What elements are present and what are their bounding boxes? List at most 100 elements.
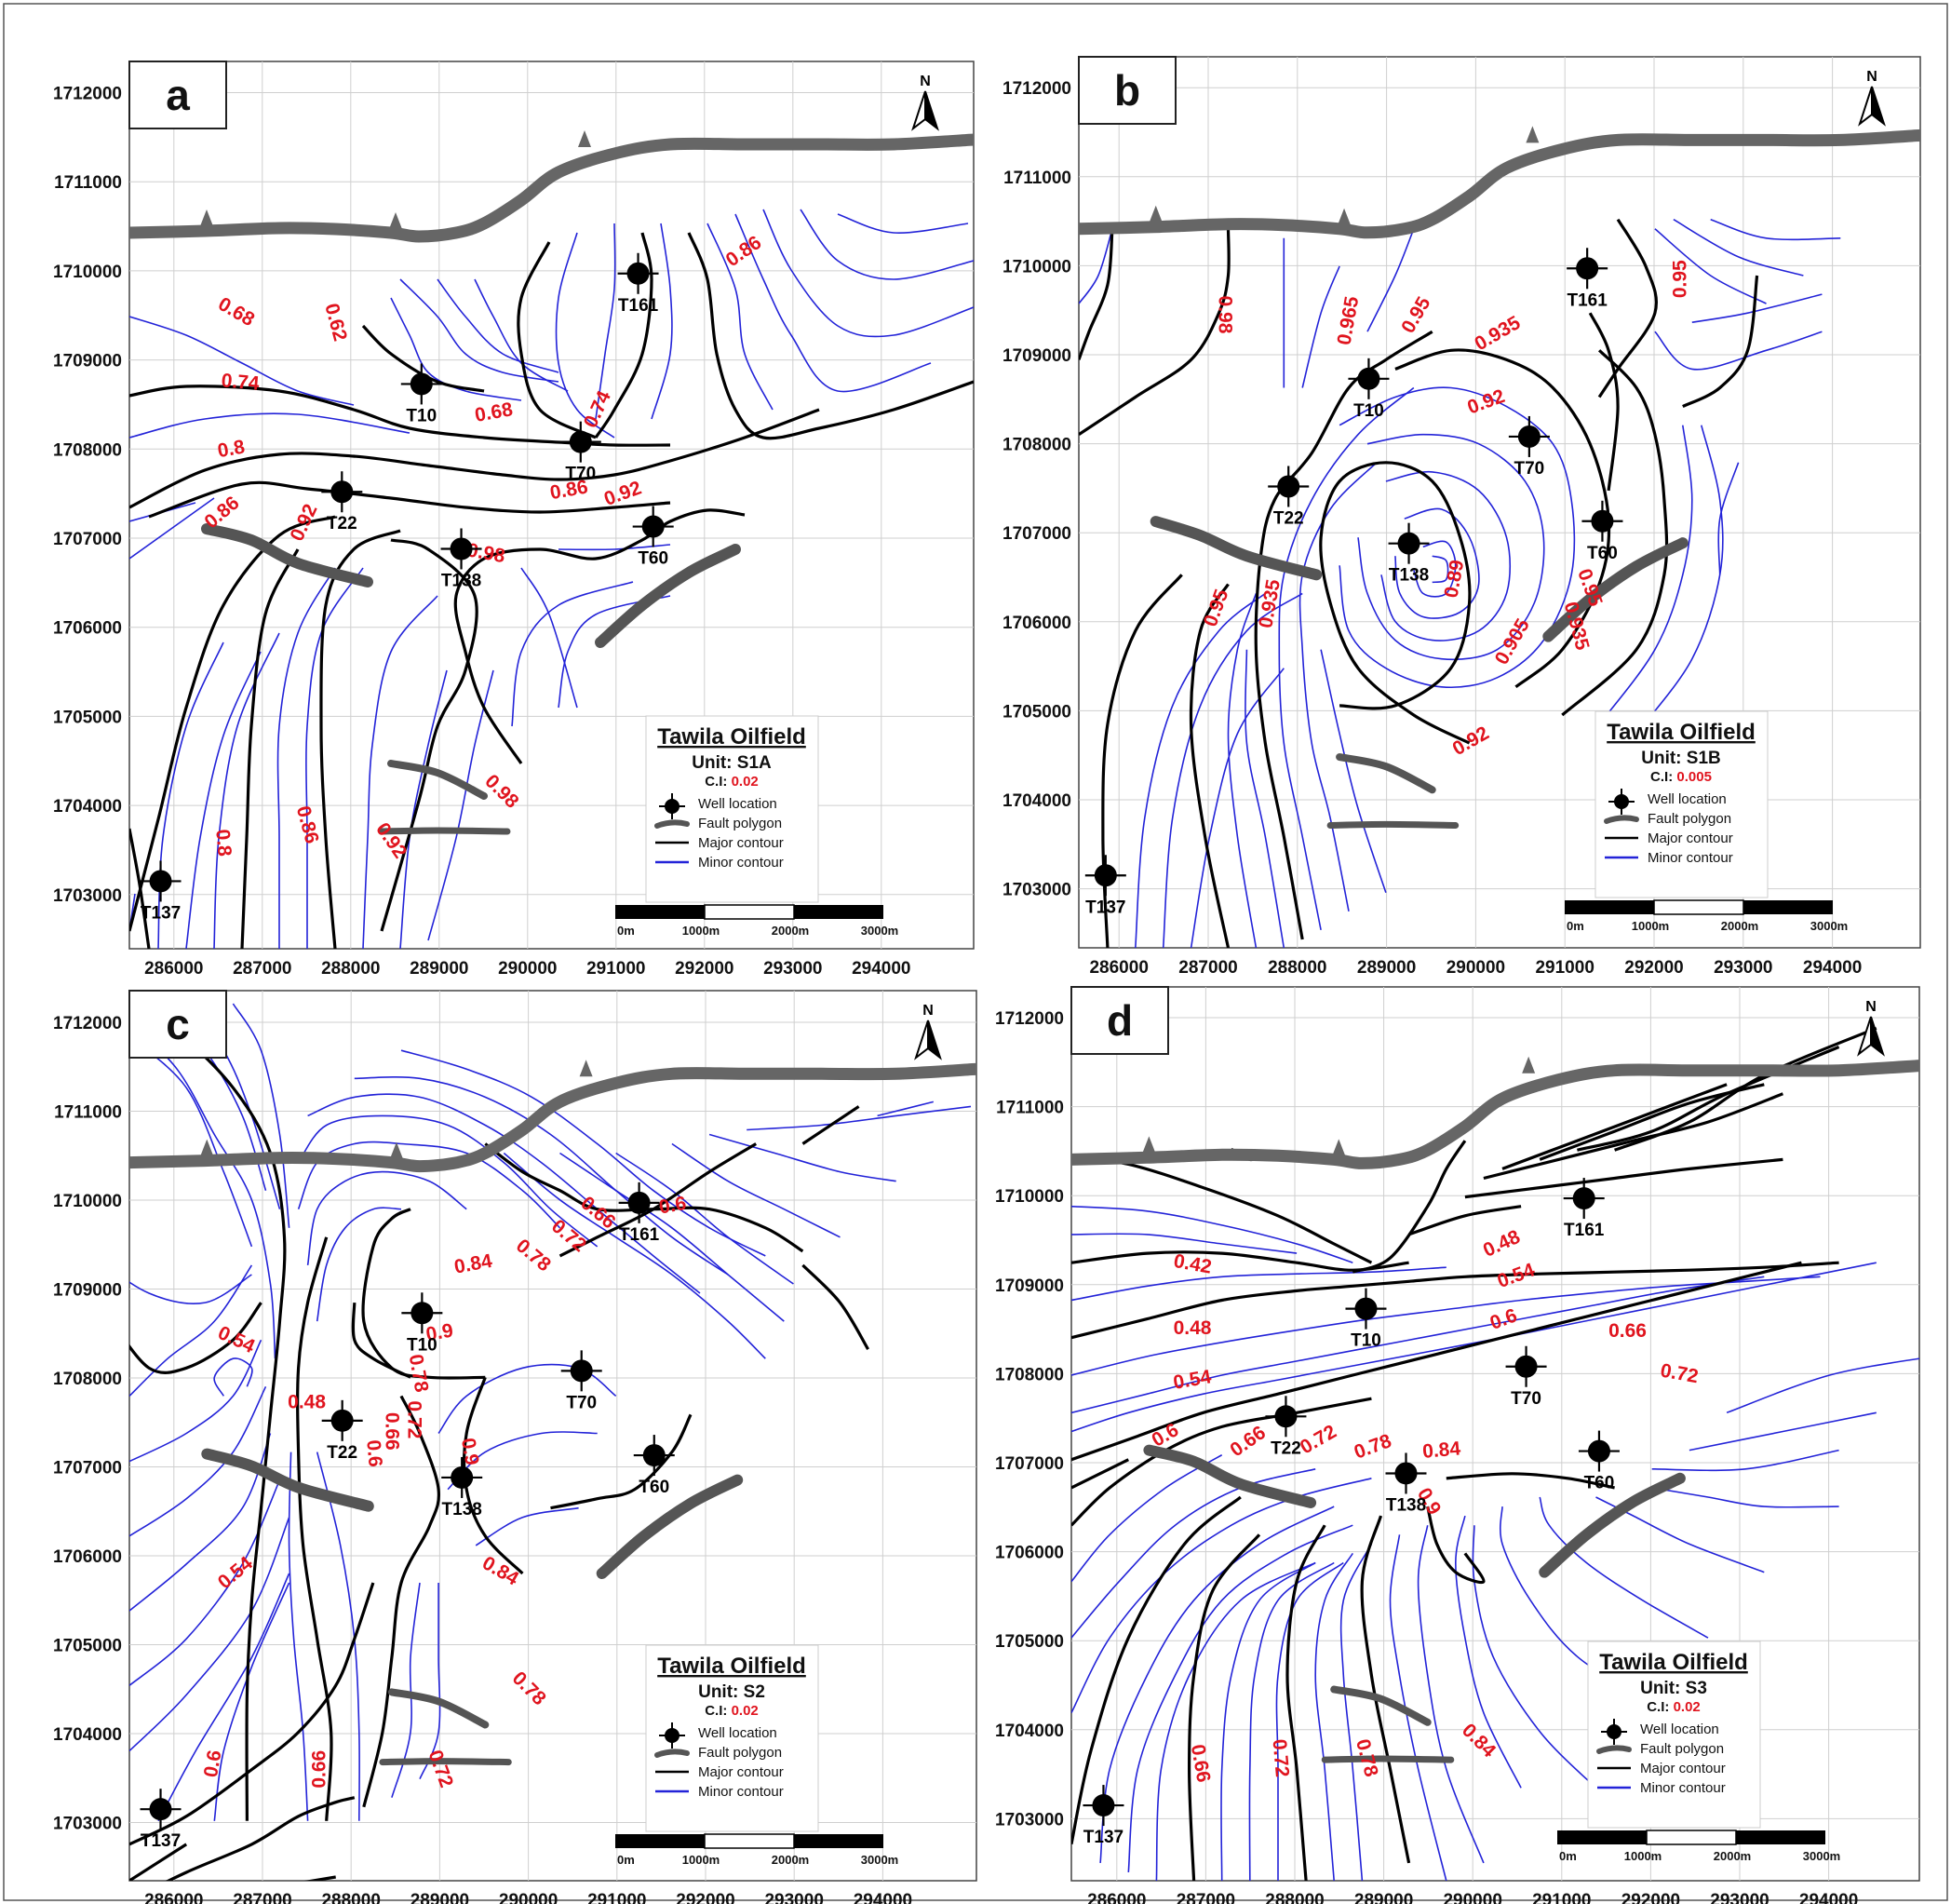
well-t138: T138 — [440, 528, 482, 590]
north-arrow-right — [1871, 86, 1886, 127]
x-tick-label: 292000 — [675, 959, 733, 979]
legend-item: Well location — [698, 796, 777, 812]
panel-d: 286000 287000 288000 289000 290000 291000 2920… — [995, 986, 1920, 1904]
well-label: T70 — [565, 465, 596, 484]
minor-contour — [1227, 593, 1258, 948]
major-contour — [165, 1796, 356, 1881]
minor-contour — [734, 213, 932, 393]
scale-label: 1000m — [1624, 1849, 1662, 1863]
minor-contour — [129, 1274, 252, 1304]
fault-tick — [200, 209, 213, 226]
well-marker — [450, 537, 473, 560]
minor-contour — [1726, 1357, 1919, 1414]
scale-label: 2000m — [772, 924, 809, 938]
legend-unit: Unit: S2 — [698, 1682, 765, 1702]
major-contour — [1483, 1092, 1783, 1181]
well-label: T70 — [1511, 1389, 1541, 1409]
x-tick-label: 287000 — [233, 1891, 291, 1904]
legend-ci-value: 0.02 — [732, 1703, 759, 1719]
minor-contour — [1366, 228, 1415, 332]
contour-label: 0.66 — [381, 1412, 402, 1451]
fault-tick — [1142, 1136, 1156, 1154]
scale-segment — [794, 1834, 883, 1848]
contour-label: 0.8 — [216, 436, 247, 462]
legend: Tawila Oilfield Unit: S3C.I: 0.02 Well loc… — [1587, 1641, 1761, 1829]
minor-contour — [837, 213, 969, 234]
well-label: T161 — [1567, 290, 1608, 310]
well-t138: T138 — [1388, 522, 1430, 586]
well-marker — [149, 1798, 172, 1821]
y-tick-label: 1706000 — [53, 619, 122, 639]
well-marker — [330, 480, 354, 504]
major-contour — [129, 1843, 188, 1881]
well-t138: T138 — [1385, 1452, 1427, 1515]
minor-contour — [1598, 425, 1693, 725]
well-t22: T22 — [1265, 1396, 1307, 1458]
contour-label: 0.72 — [403, 1400, 424, 1438]
x-tick-label: 289000 — [1357, 958, 1416, 978]
major-contour — [1079, 228, 1231, 437]
legend-fault-icon — [1596, 1745, 1632, 1754]
well-marker — [1587, 1439, 1610, 1463]
x-tick-label: 293000 — [1710, 1891, 1769, 1904]
map-frame — [128, 990, 977, 1882]
well-t70: T70 — [559, 421, 601, 484]
well-label: T60 — [638, 549, 668, 569]
legend-item: Well location — [1640, 1722, 1719, 1737]
legend-item: Major contour — [1640, 1761, 1726, 1776]
legend-ci-prefix: C.I: — [705, 774, 731, 790]
x-tick-label: 292000 — [676, 1891, 734, 1904]
well-t10: T10 — [1345, 1288, 1387, 1351]
x-tick-label: 288000 — [1265, 1891, 1324, 1904]
y-tick-label: 1711000 — [54, 173, 122, 193]
scale-label: 1000m — [1632, 919, 1669, 933]
major-contour — [148, 480, 671, 519]
well-marker — [1274, 1405, 1298, 1428]
major-contour — [1079, 228, 1114, 360]
y-tick-label: 1710000 — [53, 1192, 122, 1211]
major-contour — [1071, 1397, 1372, 1527]
scale-bar: 0m 1000m 2000m 3000m — [615, 1833, 898, 1867]
legend-ci: C.I: 0.02 — [705, 774, 759, 790]
y-tick-label: 1709000 — [53, 352, 122, 371]
x-tick-label: 291000 — [587, 1891, 646, 1904]
fault-polygon — [201, 1448, 374, 1512]
x-tick-label: 291000 — [586, 959, 645, 979]
minor-contour — [1689, 1411, 1877, 1452]
well-marker — [1591, 509, 1614, 533]
minor-contour — [129, 1021, 276, 1359]
major-contour — [1352, 1140, 1467, 1274]
fault-tick — [1332, 1139, 1346, 1156]
minor-contour — [1691, 293, 1823, 323]
y-tick-label: 1710000 — [995, 1187, 1064, 1207]
scale-label: 3000m — [861, 924, 898, 938]
x-tick-label: 290000 — [499, 1891, 558, 1904]
minor-contour — [1320, 649, 1387, 894]
x-tick-label: 287000 — [233, 959, 291, 979]
minor-contour — [1275, 1561, 1344, 1881]
x-tick-label: 288000 — [321, 1891, 380, 1904]
legend-ci: C.I: 0.005 — [1650, 769, 1712, 785]
scale-bar: 0m 1000m 2000m 3000m — [1565, 899, 1848, 933]
major-contour — [484, 1142, 804, 1253]
legend-item: Minor contour — [1640, 1780, 1726, 1796]
x-tick-label: 288000 — [321, 959, 380, 979]
boundary-fault — [129, 133, 974, 243]
well-label: T60 — [1587, 544, 1618, 563]
major-contour — [129, 1302, 262, 1374]
y-tick-label: 1707000 — [53, 530, 122, 549]
north-arrow-icon: N — [914, 1003, 942, 1060]
legend-item: Fault polygon — [698, 816, 782, 831]
legend-title: Tawila Oilfield — [657, 724, 806, 749]
minor-contour — [437, 278, 559, 373]
major-contour — [129, 408, 820, 509]
legend-fault-icon — [654, 819, 690, 829]
panel-letter-box — [1078, 56, 1177, 125]
fault-polygon — [1330, 1685, 1432, 1726]
minor-contour — [1357, 433, 1545, 661]
minor-contour — [1654, 331, 1823, 371]
minor-contour — [559, 1152, 785, 1322]
scale-segment — [1557, 1830, 1647, 1844]
major-contour — [517, 241, 597, 439]
well-t10: T10 — [401, 1292, 443, 1355]
